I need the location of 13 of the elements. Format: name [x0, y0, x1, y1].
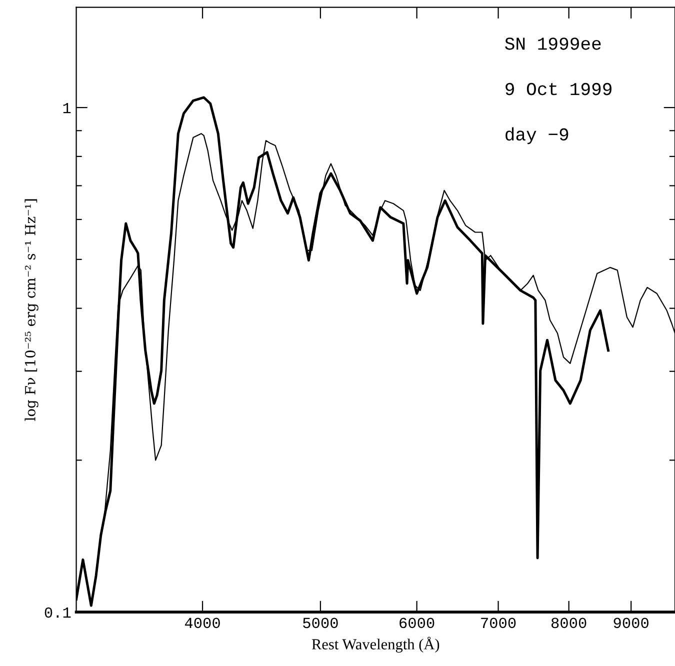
x-tick-label: 4000: [184, 618, 220, 628]
x-tick-label: 6000: [400, 618, 434, 628]
y-tick-label: 1: [63, 103, 71, 114]
annotation: day −9: [506, 127, 568, 144]
x-tick-label: 7000: [481, 618, 516, 628]
x-tick-label: 5000: [303, 618, 338, 628]
y-tick-label: 0.1: [44, 607, 71, 618]
x-tick-label: 8000: [551, 618, 586, 628]
x-tick-label: 9000: [614, 618, 648, 628]
y-axis-title: log Fν [10⁻²⁵ erg cm⁻² s⁻¹ Hz⁻¹]: [24, 199, 38, 421]
x-axis-title: Rest Wavelength (Å): [312, 636, 440, 653]
annotation: SN 1999ee: [505, 38, 601, 50]
annotation: 9 Oct 1999: [506, 82, 612, 96]
